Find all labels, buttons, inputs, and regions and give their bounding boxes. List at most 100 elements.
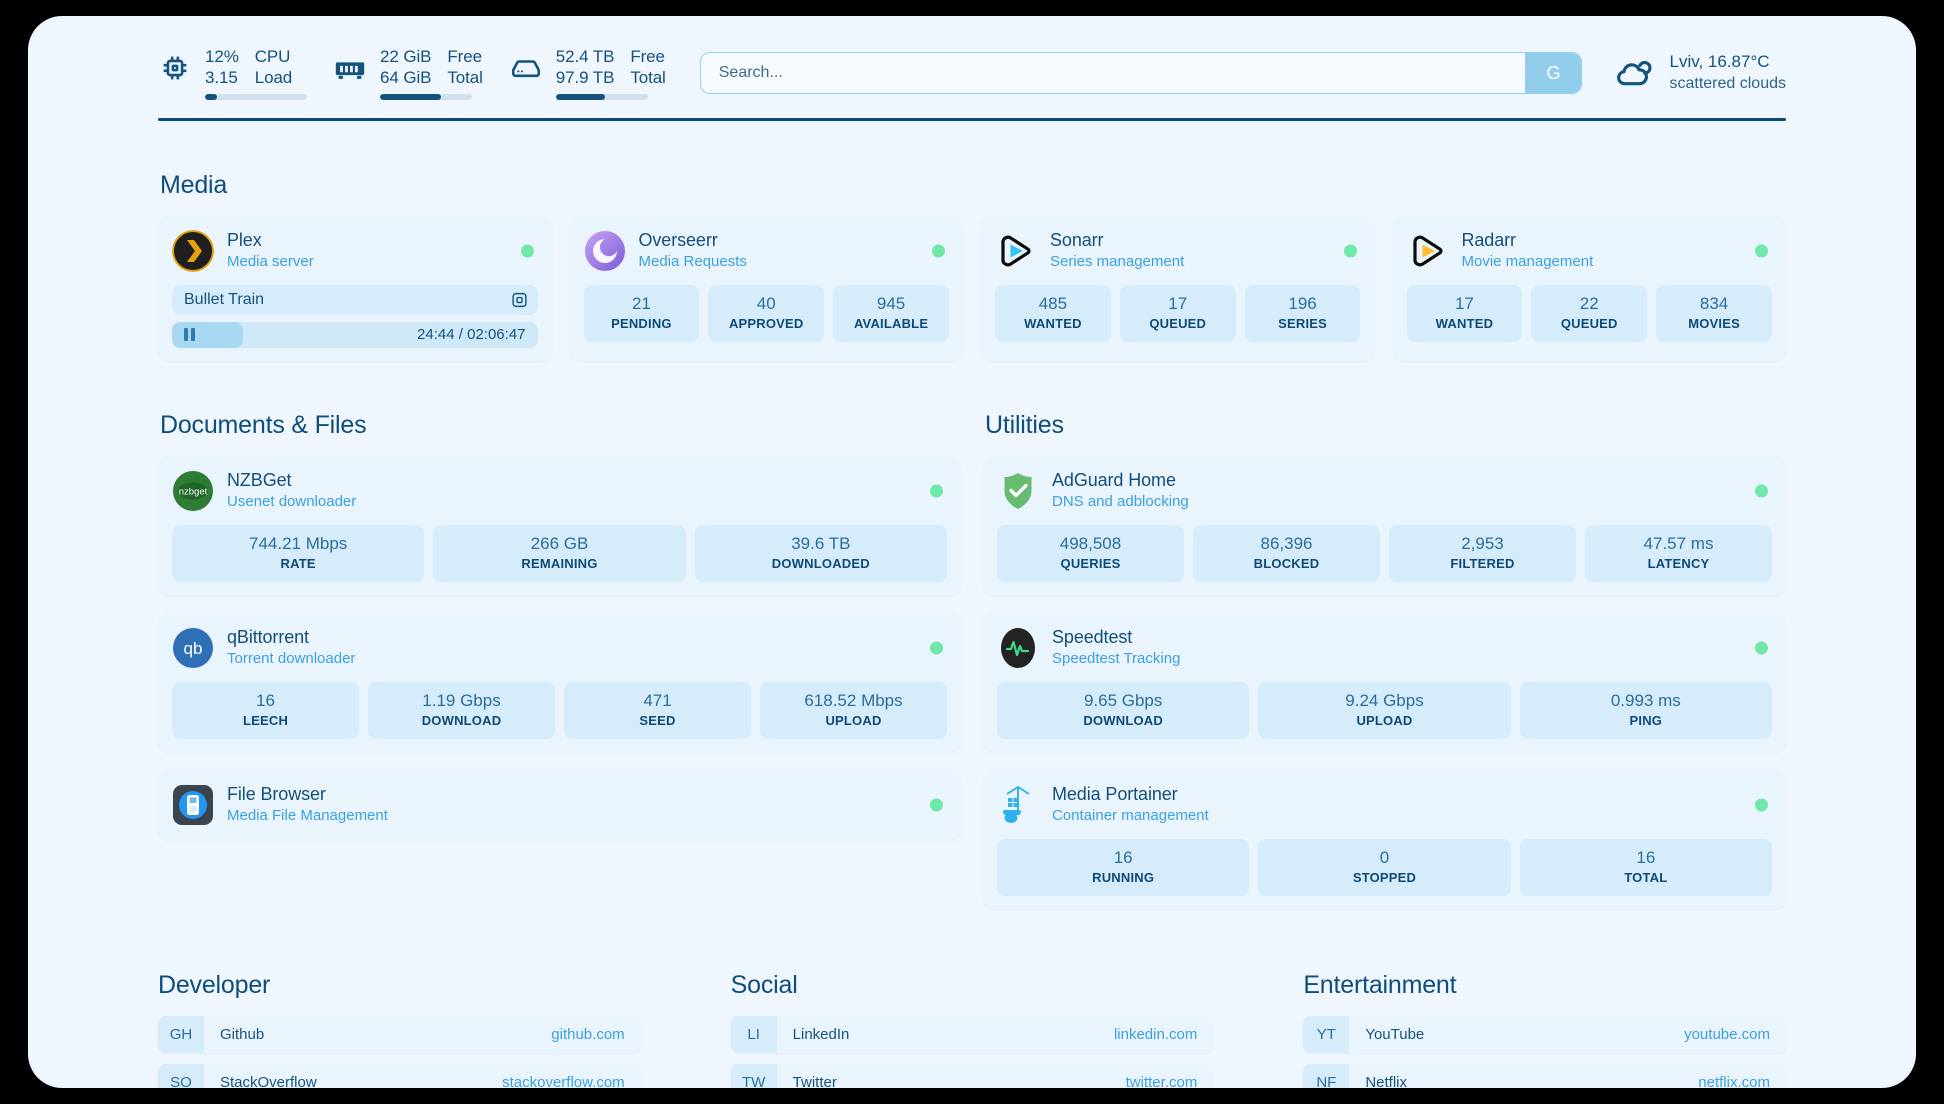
service-card-speedtest[interactable]: Speedtest Speedtest Tracking 9.65 Gbps D… xyxy=(983,612,1786,752)
cast-icon[interactable] xyxy=(511,291,528,308)
adguard-icon xyxy=(997,470,1039,512)
media-services-row: Plex Media server Bullet Train xyxy=(158,215,1786,361)
scattered-clouds-icon xyxy=(1614,53,1654,93)
service-name: qBittorrent xyxy=(227,627,309,647)
stat-value: 22 xyxy=(1579,293,1599,313)
weather-description: scattered clouds xyxy=(1669,75,1786,92)
weather-location: Lviv, 16.87°C xyxy=(1669,52,1770,71)
stat-value: 86,396 xyxy=(1260,533,1313,553)
stat-label: REMAINING xyxy=(521,555,598,571)
stat-value: 471 xyxy=(643,690,672,710)
lower-columns: Documents & Files nzbget xyxy=(158,361,1786,909)
bookmark-item-linkedin[interactable]: LI LinkedIn linkedin.com xyxy=(730,1015,1214,1053)
cpu-usage-bar xyxy=(205,94,307,100)
service-name: Plex xyxy=(227,230,262,250)
card-header: Media Portainer Container management xyxy=(997,783,1772,827)
bookmark-group-social: Social LI LinkedIn linkedin.com TW Twitt… xyxy=(730,971,1214,1088)
pause-icon[interactable] xyxy=(184,328,195,341)
header-divider xyxy=(158,118,1786,121)
status-badge xyxy=(520,244,534,257)
card-header: Sonarr Series management xyxy=(995,229,1361,273)
bookmark-name: Netflix xyxy=(1365,1073,1408,1089)
bookmark-name: StackOverflow xyxy=(220,1073,317,1089)
bookmark-url: stackoverflow.com xyxy=(502,1073,625,1089)
service-card-qbittorrent[interactable]: qb qBittorrent Torrent downloader xyxy=(158,612,961,752)
service-name: Speedtest xyxy=(1052,627,1133,647)
portainer-icon xyxy=(997,784,1039,826)
stat-label: LEECH xyxy=(242,712,289,728)
bookmark-item-youtube[interactable]: YT YouTube youtube.com xyxy=(1303,1015,1786,1053)
bookmark-name: LinkedIn xyxy=(792,1025,850,1043)
stat-value: 498,508 xyxy=(1059,533,1122,553)
stat-label: APPROVED xyxy=(728,315,804,331)
service-stats: 498,508 QUERIES 86,396 BLOCKED 2,953 FIL… xyxy=(997,524,1772,582)
stat-label: UPLOAD xyxy=(825,712,882,728)
now-playing-title-bar[interactable]: Bullet Train xyxy=(172,284,538,315)
service-subtitle: Usenet downloader xyxy=(227,493,357,510)
service-card-file-browser[interactable]: File Browser Media File Management xyxy=(158,769,961,840)
disk-label-bottom: Total xyxy=(630,68,666,87)
ram-label-top: Free xyxy=(447,47,482,66)
bookmark-group-developer: Developer GH Github github.com SO StackO… xyxy=(158,971,641,1089)
service-subtitle: Speedtest Tracking xyxy=(1052,650,1181,667)
bookmark-item-github[interactable]: GH Github github.com xyxy=(158,1015,641,1053)
search-box[interactable]: G xyxy=(699,52,1583,94)
stat-label: DOWNLOADED xyxy=(771,555,870,571)
stat-label: RUNNING xyxy=(1092,869,1155,885)
search-engine-button[interactable]: G xyxy=(1525,53,1582,93)
service-subtitle: DNS and adblocking xyxy=(1052,493,1189,510)
ram-total-value: 64 GiB xyxy=(380,68,432,87)
disk-free-value: 52.4 TB xyxy=(555,47,615,66)
bookmark-url: linkedin.com xyxy=(1113,1025,1198,1043)
status-badge xyxy=(1343,244,1357,257)
search-input[interactable] xyxy=(700,64,1526,82)
system-stats: 12% 3.15 CPU Load xyxy=(158,46,666,100)
nzbget-icon: nzbget xyxy=(172,470,214,512)
service-card-nzbget[interactable]: nzbget NZBGet Usenet downloader 74 xyxy=(158,455,961,595)
service-name: Overseerr xyxy=(638,230,718,250)
stat-cell: 744.21 Mbps RATE xyxy=(172,524,425,582)
cpu-load-value: 3.15 xyxy=(205,68,238,87)
service-name: Radarr xyxy=(1461,230,1517,250)
now-playing-time: 24:44 / 02:06:47 xyxy=(417,326,525,343)
card-header: File Browser Media File Management xyxy=(172,783,947,827)
stat-cell: 485 WANTED xyxy=(995,284,1111,342)
bookmark-group-entertainment: Entertainment YT YouTube youtube.com NF … xyxy=(1303,971,1786,1089)
disk-total-value: 97.9 TB xyxy=(555,68,615,87)
now-playing-progress-bar[interactable]: 24:44 / 02:06:47 xyxy=(172,321,538,348)
status-badge xyxy=(1755,641,1768,654)
cpu-label-bottom: Load xyxy=(254,68,293,87)
stat-label: MOVIES xyxy=(1688,315,1740,331)
bookmark-name: YouTube xyxy=(1365,1025,1425,1043)
service-subtitle: Torrent downloader xyxy=(227,650,356,667)
weather-widget[interactable]: Lviv, 16.87°C scattered clouds xyxy=(1614,51,1786,95)
service-card-radarr[interactable]: Radarr Movie management 17 WANTED 22 QUE… xyxy=(1392,215,1786,361)
service-card-sonarr[interactable]: Sonarr Series management 485 WANTED 17 Q… xyxy=(981,215,1375,361)
card-header: Overseerr Media Requests xyxy=(584,229,950,273)
utilities-column: Utilities AdGuard Home xyxy=(983,361,1786,909)
service-subtitle: Media File Management xyxy=(227,807,388,824)
service-stats: 21 PENDING 40 APPROVED 945 AVAILABLE xyxy=(583,284,950,342)
status-badge xyxy=(932,244,945,257)
service-subtitle: Series management xyxy=(1050,253,1185,270)
progress-fill xyxy=(172,321,244,348)
bookmark-item-netflix[interactable]: NF Netflix netflix.com xyxy=(1303,1063,1786,1089)
stat-cell: 0 STOPPED xyxy=(1258,838,1511,896)
stat-value: 266 GB xyxy=(530,533,589,553)
service-card-media-portainer[interactable]: Media Portainer Container management 16 … xyxy=(983,769,1786,909)
stat-cell: 618.52 Mbps UPLOAD xyxy=(760,681,947,739)
bookmark-item-stackoverflow[interactable]: SO StackOverflow stackoverflow.com xyxy=(158,1063,641,1089)
ram-icon xyxy=(333,51,367,85)
stat-value: 0.993 ms xyxy=(1610,690,1681,710)
bookmark-item-twitter[interactable]: TW Twitter twitter.com xyxy=(730,1063,1214,1088)
service-card-plex[interactable]: Plex Media server Bullet Train xyxy=(158,215,552,361)
service-card-adguard-home[interactable]: AdGuard Home DNS and adblocking 498,508 … xyxy=(983,455,1786,595)
dashboard-app: 12% 3.15 CPU Load xyxy=(28,16,1916,1088)
bookmark-url: youtube.com xyxy=(1684,1025,1770,1043)
stat-value: 17 xyxy=(1454,293,1474,313)
ram-stat: 22 GiB 64 GiB Free Total xyxy=(333,46,483,100)
stat-label: DOWNLOAD xyxy=(421,712,502,728)
bookmark-badge: SO xyxy=(158,1063,204,1088)
service-card-overseerr[interactable]: Overseerr Media Requests 21 PENDING 40 A… xyxy=(569,215,963,361)
stat-cell: 40 APPROVED xyxy=(708,284,825,342)
